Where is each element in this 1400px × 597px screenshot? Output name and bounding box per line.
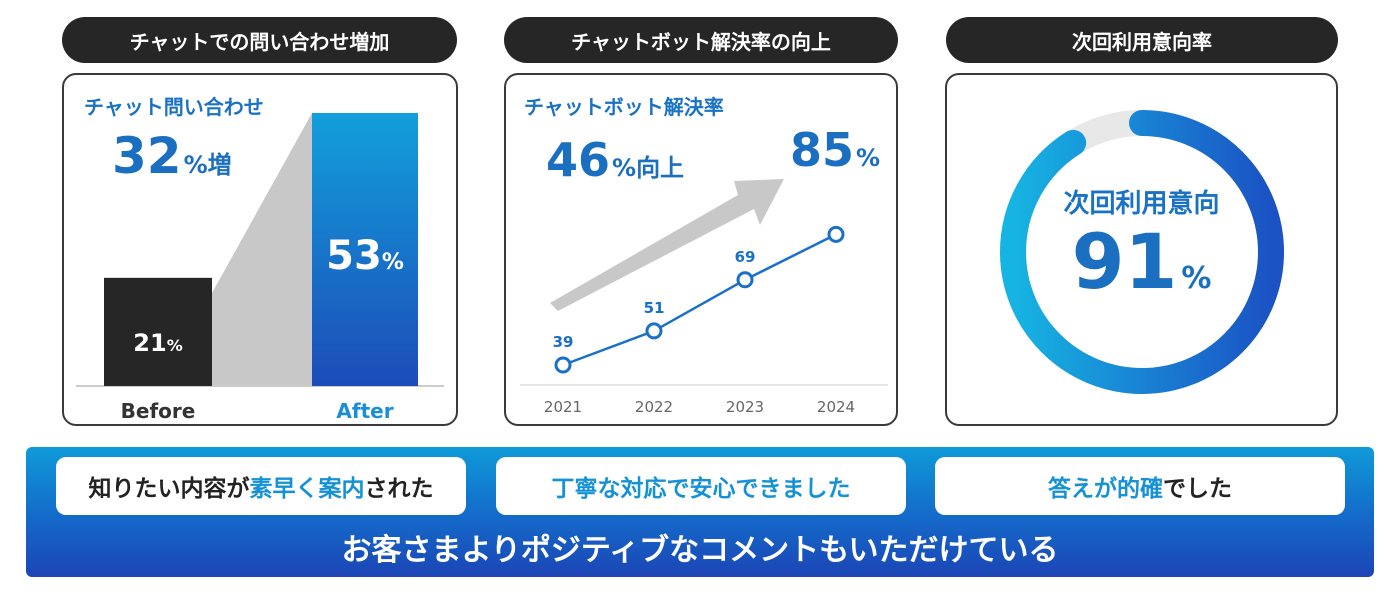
footer-message: お客さまよりポジティブなコメントもいただけている — [341, 533, 1059, 568]
panel2-stat: 46%向上 — [546, 133, 684, 187]
x-tick-label: 2021 — [544, 398, 582, 416]
donut-arc — [1000, 110, 1284, 394]
comment-1-post: された — [364, 476, 434, 502]
comment-card-2: 丁寧な対応で安心できました — [496, 457, 906, 515]
panel1-title: チャット問い合わせ — [84, 95, 264, 119]
panel1-stat-value: 32 — [112, 127, 182, 185]
panel2-target-value: 85 — [790, 123, 855, 177]
data-point — [827, 225, 845, 243]
comment-3-highlight: 答えが的確 — [1048, 476, 1163, 502]
panel-revisit-intent: 次回利用意向 91% — [945, 73, 1338, 426]
header-bot-resolution: チャットボット解決率の向上 — [504, 17, 898, 63]
bar-before-label: 21% — [133, 329, 182, 357]
donut-value-unit: % — [1181, 261, 1212, 296]
bar-chart: 21% 53% Before After — [76, 113, 444, 423]
donut-chart — [1000, 110, 1284, 394]
growth-wedge — [212, 113, 312, 385]
comment-card-3: 答えが的確 でした — [935, 457, 1345, 515]
trend-line — [562, 233, 837, 367]
data-point — [645, 322, 663, 340]
donut-value: 91% — [947, 217, 1336, 306]
header-revisit-intent: 次回利用意向率 — [946, 17, 1338, 63]
panel2-target: 85% — [790, 123, 880, 177]
category-before: Before — [121, 399, 196, 423]
bar-after-label: 53% — [326, 233, 404, 279]
growth-arrow — [550, 179, 784, 311]
panel1-stat: 32%増 — [112, 127, 232, 185]
bar-after — [312, 113, 418, 386]
comment-card-1: 知りたい内容が 素早く案内 された — [56, 457, 466, 515]
line-chart: 39 51 69 2021 2022 2023 2024 — [520, 179, 888, 416]
panel-chat-inquiries: チャット問い合わせ 32%増 21% 53% Before After — [62, 73, 458, 426]
comment-3-post: でした — [1163, 476, 1232, 502]
panel2-title: チャットボット解決率 — [524, 95, 724, 119]
category-after: After — [336, 399, 393, 423]
panel1-stat-unit: %増 — [183, 151, 232, 179]
data-label: 39 — [553, 333, 574, 351]
comment-1-highlight: 素早く案内 — [249, 476, 365, 502]
x-tick-label: 2023 — [726, 398, 764, 416]
data-point — [736, 271, 754, 289]
panel2-stat-unit: %向上 — [612, 154, 685, 182]
panel2-stat-value: 46 — [546, 133, 611, 187]
data-label: 51 — [644, 299, 665, 317]
donut-value-number: 91 — [1071, 217, 1178, 306]
header-chat-inquiries: チャットでの問い合わせ増加 — [62, 17, 457, 63]
data-point — [554, 356, 572, 374]
donut-label: 次回利用意向 — [1063, 189, 1220, 219]
x-tick-label: 2022 — [635, 398, 673, 416]
panel2-target-unit: % — [856, 144, 881, 172]
bar-before — [104, 277, 212, 386]
x-tick-label: 2024 — [817, 398, 855, 416]
panel-bot-resolution: チャットボット解決率 46%向上 85% 39 51 69 2021 2022 2023… — [504, 73, 898, 426]
customer-comments-banner: 知りたい内容が 素早く案内 された 丁寧な対応で安心できました 答えが的確 でした お… — [26, 447, 1374, 577]
comment-1-pre: 知りたい内容が — [88, 476, 250, 502]
data-label: 69 — [735, 248, 756, 266]
